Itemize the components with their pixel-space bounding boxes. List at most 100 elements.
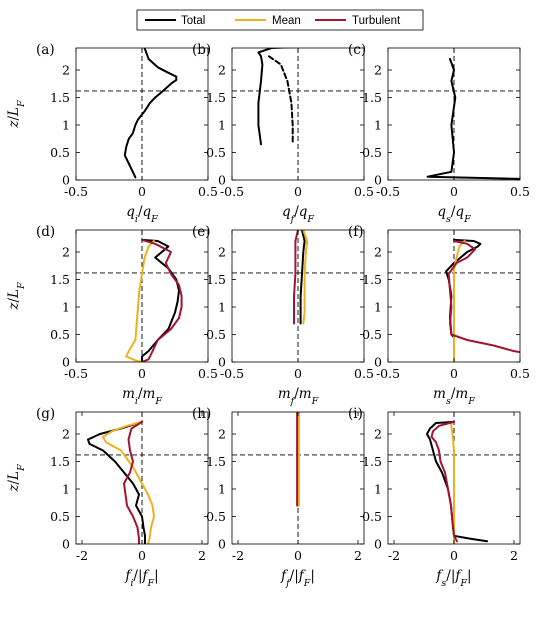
- y-tick-label: 1: [374, 300, 382, 315]
- y-tick-label: 0.5: [362, 327, 382, 342]
- series-group: [87, 420, 155, 544]
- x-tick-label: -0.5: [376, 184, 400, 199]
- y-tick-label: 1: [62, 300, 70, 315]
- x-tick-label: -0.5: [220, 366, 244, 381]
- y-tick-label: 0: [218, 537, 226, 552]
- y-axis-label: z/LF: [6, 282, 27, 311]
- panel-label: (g): [36, 406, 55, 422]
- y-tick-label: 1.5: [50, 90, 70, 105]
- x-tick-label: 0.5: [354, 366, 374, 381]
- y-tick-label: 1.5: [50, 272, 70, 287]
- y-tick-label: 2: [62, 427, 70, 442]
- panel-label: (b): [192, 42, 211, 58]
- series-group: [293, 230, 309, 325]
- y-tick-label: 1.5: [206, 90, 226, 105]
- series-group: [426, 58, 520, 180]
- y-tick-label: 0: [62, 537, 70, 552]
- panel-label: (d): [36, 224, 55, 240]
- series-line-mean: [302, 230, 309, 325]
- series-line-mean: [125, 240, 155, 362]
- series-line-total: [445, 238, 482, 339]
- y-tick-label: 0: [374, 537, 382, 552]
- x-axis-label: qi/qF: [126, 204, 158, 225]
- x-tick-label: -0.5: [64, 184, 88, 199]
- y-tick-label: 1: [218, 118, 226, 133]
- chart-panel: -0.5 0 0.500.511.52(c)qs/qF: [348, 42, 530, 225]
- x-axis-label: qf/qF: [282, 204, 314, 225]
- legend: Total Mean Turbulent: [136, 9, 424, 31]
- y-tick-label: 0.5: [362, 145, 382, 160]
- y-tick-label: 0.5: [50, 327, 70, 342]
- series-group: [257, 48, 296, 146]
- x-tick-label: 2: [354, 548, 362, 563]
- y-tick-label: 1: [374, 118, 382, 133]
- y-tick-label: 0: [374, 355, 382, 370]
- y-tick-label: 0.5: [362, 509, 382, 524]
- series-line-turbulent: [430, 420, 458, 543]
- y-tick-label: 0: [62, 355, 70, 370]
- y-tick-label: 2: [374, 245, 382, 260]
- y-tick-label: 1: [62, 482, 70, 497]
- series-group: [296, 412, 300, 507]
- x-tick-label: 0.5: [510, 366, 530, 381]
- series-line-mean: [453, 240, 466, 362]
- panel-label: (c): [348, 42, 366, 58]
- x-axis-label: ms/mF: [433, 386, 475, 407]
- x-axis-label: fs/|fF|: [435, 568, 471, 589]
- y-tick-label: 2: [218, 245, 226, 260]
- x-tick-label: 0.5: [198, 184, 218, 199]
- series-line-total: [299, 230, 306, 325]
- y-tick-label: 0.5: [206, 327, 226, 342]
- x-tick-label: -2: [232, 548, 244, 563]
- y-tick-label: 1: [218, 482, 226, 497]
- panels: -0.5 0 0.500.511.52(a)qi/qFz/LF-0.5 0 0.500.…: [6, 42, 530, 589]
- series-line-turbulent: [447, 240, 520, 354]
- x-tick-label: 2: [510, 548, 518, 563]
- chart-panel: -0.5 0 0.500.511.52(e)mf/mF: [192, 224, 374, 407]
- y-tick-label: 0.5: [50, 509, 70, 524]
- x-tick-label: 0: [138, 366, 146, 381]
- y-tick-label: 0.5: [206, 145, 226, 160]
- y-tick-label: 1.5: [50, 454, 70, 469]
- x-axis-label: fi/|fF|: [124, 568, 158, 589]
- x-tick-label: -2: [76, 548, 88, 563]
- legend-box: [136, 9, 424, 31]
- panel-label: (h): [192, 406, 211, 422]
- chart-panel: -0.5 0 0.500.511.52(b)qf/qF: [192, 42, 374, 225]
- x-tick-label: -0.5: [64, 366, 88, 381]
- series-line-total: [123, 48, 178, 179]
- legend-label-mean: Mean: [272, 15, 301, 27]
- x-tick-label: 0: [138, 184, 146, 199]
- series-group: [426, 420, 488, 544]
- series-group: [125, 238, 183, 362]
- series-line-total: [87, 420, 146, 544]
- y-tick-label: 1.5: [362, 454, 382, 469]
- chart-panel: -0.5 0 0.500.511.52(a)qi/qFz/LF: [6, 42, 218, 225]
- series-line-turbulent: [141, 238, 183, 362]
- y-tick-label: 1: [374, 482, 382, 497]
- y-tick-label: 0: [218, 355, 226, 370]
- x-tick-label: 0.5: [198, 366, 218, 381]
- x-axis-label: mf/mF: [278, 386, 319, 407]
- legend-label-total: Total: [181, 15, 205, 27]
- y-tick-label: 2: [62, 63, 70, 78]
- x-tick-label: 0.5: [354, 184, 374, 199]
- x-tick-label: 0: [294, 184, 302, 199]
- y-tick-label: 2: [218, 427, 226, 442]
- series-line-turbulent: [123, 420, 143, 544]
- x-tick-label: 0.5: [510, 184, 530, 199]
- series-group: [123, 48, 178, 179]
- y-axis-label: z/LF: [6, 100, 27, 129]
- panel-label: (f): [348, 224, 364, 240]
- x-axis-label: mi/mF: [122, 386, 162, 407]
- chart-panel: -0.5 0 0.500.511.52(d)mi/mFz/LF: [6, 224, 218, 407]
- panel-label: (i): [348, 406, 363, 422]
- x-axis-label: ff/|fF|: [280, 568, 315, 589]
- x-tick-label: 2: [198, 548, 206, 563]
- y-tick-label: 0.5: [206, 509, 226, 524]
- series-line-total: [268, 55, 294, 146]
- legend-label-turbulent: Turbulent: [352, 15, 401, 27]
- chart-panel: -2 0 200.511.52(h)ff/|fF|: [192, 406, 365, 589]
- chart-panel: -0.5 0 0.500.511.52(f)ms/mF: [348, 224, 530, 407]
